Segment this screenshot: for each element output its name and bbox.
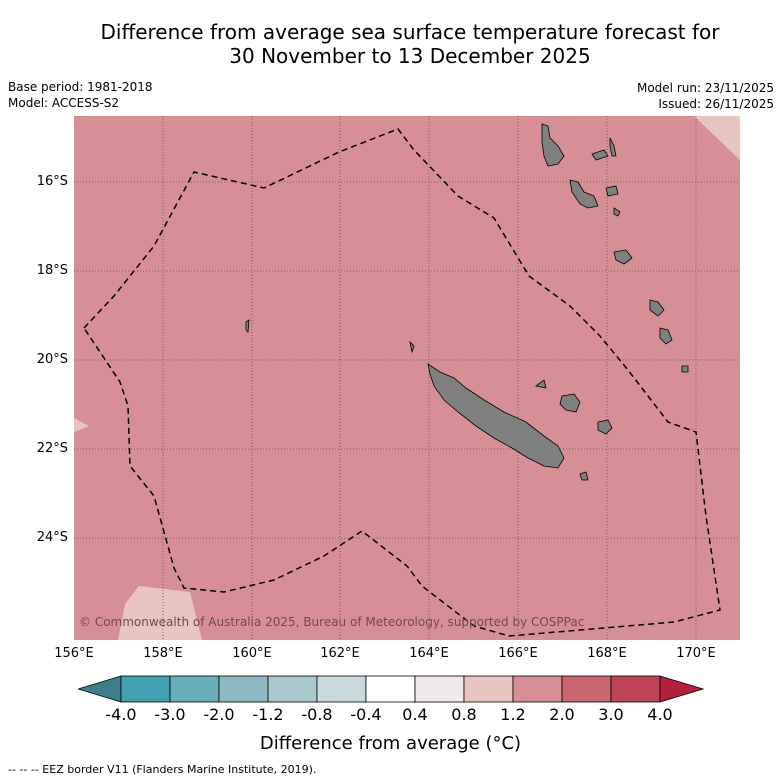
colorbar-segment	[365, 675, 416, 703]
vanuatu-ambae	[591, 149, 609, 161]
chart-title-line1: Difference from average sea surface temp…	[100, 20, 720, 44]
belep-islands	[409, 340, 415, 354]
land-masses	[245, 123, 689, 481]
colorbar-segment	[414, 675, 465, 703]
vanuatu-tanna	[659, 327, 673, 345]
lat-label-18s: 18°S	[36, 263, 68, 278]
vanuatu-efate	[613, 249, 633, 265]
vanuatu-aneityum	[681, 365, 689, 373]
lat-label-24s: 24°S	[36, 530, 68, 545]
lon-label-158e: 158°E	[143, 646, 183, 661]
vanuatu-malekula	[569, 179, 599, 209]
light-anomaly-patch-southwest	[118, 586, 202, 640]
map-canvas	[74, 116, 740, 640]
colorbar-tick-label: -4.0	[105, 705, 137, 724]
lon-label-168e: 168°E	[587, 646, 627, 661]
light-anomaly-patch-west	[74, 418, 89, 432]
vanuatu-epi	[613, 207, 621, 217]
colorbar-tick-label: 3.0	[598, 705, 624, 724]
lat-label-16s: 16°S	[36, 174, 68, 189]
lon-label-164e: 164°E	[409, 646, 449, 661]
colorbar-segment	[169, 675, 220, 703]
colorbar-tick-label: 0.4	[402, 705, 428, 724]
lon-label-160e: 160°E	[232, 646, 272, 661]
colorbar-segment	[463, 675, 514, 703]
eez-footnote: -- -- -- EEZ border V11 (Flanders Marine…	[8, 763, 317, 776]
lon-label-170e: 170°E	[676, 646, 716, 661]
colorbar-segment	[316, 675, 367, 703]
sst-anomaly-map	[74, 116, 740, 640]
colorbar-extend-low	[78, 675, 122, 703]
colorbar-segment	[561, 675, 612, 703]
lat-label-22s: 22°S	[36, 441, 68, 456]
model-label: Model: ACCESS-S2	[8, 96, 120, 110]
colorbar-segment	[218, 675, 269, 703]
colorbar-title: Difference from average (°C)	[259, 733, 522, 754]
colorbar-tick-label: -0.4	[350, 705, 382, 724]
copyright-notice: © Commonwealth of Australia 2025, Bureau…	[79, 615, 585, 629]
light-anomaly-patch-northeast	[694, 116, 740, 160]
colorbar-tick-label: -0.8	[301, 705, 333, 724]
chart-title-line2: 30 November to 13 December 2025	[229, 44, 591, 68]
vanuatu-espiritu-santo	[541, 123, 565, 167]
loyalty-island-ouvea	[535, 379, 547, 389]
loyalty-island-mare	[597, 419, 613, 435]
colorbar-segment	[267, 675, 318, 703]
eez-border	[83, 128, 721, 637]
loyalty-island-lifou	[559, 393, 581, 413]
issued-label: Issued: 26/11/2025	[658, 97, 774, 111]
colorbar-tick-label: 0.8	[451, 705, 477, 724]
colorbar-extend-high	[659, 675, 704, 703]
colorbar-tick-label: 2.0	[549, 705, 575, 724]
colorbar	[78, 675, 704, 703]
colorbar-segment	[512, 675, 563, 703]
lon-label-156e: 156°E	[54, 646, 94, 661]
vanuatu-ambrym	[605, 185, 619, 197]
colorbar-tick-label: 1.2	[500, 705, 526, 724]
base-period-label: Base period: 1981-2018	[8, 80, 153, 94]
isle-of-pines	[579, 471, 589, 481]
graticule	[74, 116, 740, 640]
lat-label-20s: 20°S	[36, 352, 68, 367]
chesterfield-islet	[245, 319, 250, 333]
new-caledonia-grande-terre	[427, 363, 565, 469]
colorbar-tick-label: -3.0	[154, 705, 186, 724]
colorbar-tick-label: -1.2	[252, 705, 284, 724]
colorbar-tick-label: 4.0	[647, 705, 673, 724]
colorbar-tick-label: -2.0	[203, 705, 235, 724]
vanuatu-pentecost	[609, 137, 617, 157]
model-run-label: Model run: 23/11/2025	[636, 81, 774, 95]
colorbar-segment	[610, 675, 661, 703]
lon-label-162e: 162°E	[320, 646, 360, 661]
lon-label-166e: 166°E	[498, 646, 538, 661]
colorbar-segment	[120, 675, 171, 703]
vanuatu-erromango	[649, 299, 665, 317]
